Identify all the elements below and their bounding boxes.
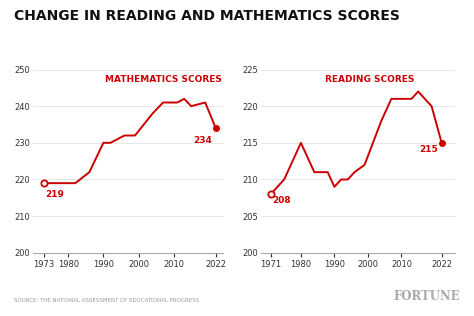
Text: MATHEMATICS SCORES: MATHEMATICS SCORES: [105, 75, 222, 84]
Text: CHANGE IN READING AND MATHEMATICS SCORES: CHANGE IN READING AND MATHEMATICS SCORES: [14, 9, 400, 23]
Text: SOURCE: THE NATIONAL ASSESSMENT OF EDUCATIONAL PROGRESS: SOURCE: THE NATIONAL ASSESSMENT OF EDUCA…: [14, 298, 200, 303]
Text: 215: 215: [419, 145, 438, 154]
Text: FORTUNE: FORTUNE: [393, 290, 460, 303]
Text: 208: 208: [272, 196, 291, 205]
Text: 234: 234: [193, 136, 212, 144]
Text: 219: 219: [45, 191, 64, 199]
Text: READING SCORES: READING SCORES: [325, 75, 414, 84]
